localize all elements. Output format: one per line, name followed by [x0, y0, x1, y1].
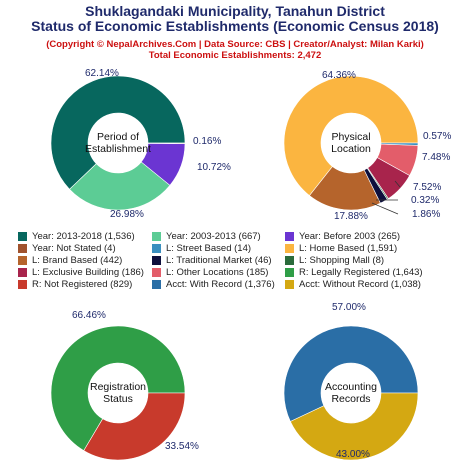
- legend-swatch: [285, 256, 294, 265]
- legend-label: R: Not Registered (829): [32, 279, 133, 290]
- percent-label: 7.48%: [422, 152, 450, 163]
- legend-swatch: [152, 256, 161, 265]
- donut-center-title: Location: [331, 143, 371, 155]
- legend-label: L: Shopping Mall (8): [299, 255, 385, 266]
- slice-accounting-1: [289, 392, 419, 461]
- legend-swatch: [18, 244, 27, 253]
- percent-label: 64.36%: [322, 70, 356, 81]
- slice-registration-1: [83, 392, 186, 461]
- percent-label: 17.88%: [334, 211, 368, 222]
- legend-label: L: Traditional Market (46): [166, 255, 272, 266]
- legend-label: Year: Before 2003 (265): [299, 231, 401, 242]
- legend-item: Acct: With Record (1,376): [152, 279, 275, 290]
- total-establishments: Total Economic Establishments: 2,472: [148, 50, 322, 61]
- legend-item: Year: Before 2003 (265): [285, 231, 400, 242]
- legend-item: Year: 2013-2018 (1,536): [18, 231, 135, 242]
- legend-label: L: Home Based (1,591): [299, 243, 398, 254]
- page-title: Shuklagandaki Municipality, Tanahun Dist…: [85, 3, 385, 19]
- slice-location-6: [380, 142, 419, 146]
- legend-item: Year: Not Stated (4): [18, 243, 116, 254]
- leader-line: [371, 202, 399, 215]
- percent-label: 10.72%: [197, 162, 231, 173]
- percent-label: 26.98%: [110, 209, 144, 220]
- legend-swatch: [152, 232, 161, 241]
- legend-label: Year: Not Stated (4): [32, 243, 116, 254]
- donut-hole: [88, 363, 148, 423]
- legend-item: R: Not Registered (829): [18, 279, 132, 290]
- donut-center-title: Establishment: [85, 143, 151, 155]
- legend-item: R: Legally Registered (1,643): [285, 267, 423, 278]
- legend-item: L: Street Based (14): [152, 243, 251, 254]
- percent-label: 62.14%: [85, 68, 119, 79]
- slice-location-0: [283, 75, 419, 197]
- legend-item: L: Brand Based (442): [18, 255, 122, 266]
- donut-center-title: Records: [331, 393, 370, 405]
- legend-label: Year: 2013-2018 (1,536): [32, 231, 135, 242]
- slice-registration-0: [50, 325, 186, 452]
- legend-item: L: Home Based (1,591): [285, 243, 397, 254]
- legend-item: L: Other Locations (185): [152, 267, 268, 278]
- donut-center-title: Physical: [331, 131, 370, 143]
- legend-item: Acct: Without Record (1,038): [285, 279, 421, 290]
- slice-period-0: [50, 75, 186, 190]
- copyright-note: (Copyright © NepalArchives.Com | Data So…: [46, 39, 424, 50]
- donut-center-title: Registration: [90, 381, 146, 393]
- slice-period-3: [147, 142, 186, 144]
- legend-swatch: [152, 268, 161, 277]
- legend-label: Year: 2003-2013 (667): [166, 231, 261, 242]
- legend-swatch: [18, 268, 27, 277]
- percent-label: 33.54%: [165, 441, 199, 452]
- slice-period-1: [69, 161, 171, 211]
- donut-hole: [321, 363, 381, 423]
- percent-label: 7.52%: [413, 182, 441, 193]
- percent-label: 0.16%: [193, 136, 221, 147]
- donut-center-title: Period of: [97, 131, 139, 143]
- legend-swatch: [285, 268, 294, 277]
- page-subtitle: Status of Economic Establishments (Econo…: [31, 18, 439, 34]
- legend-label: L: Exclusive Building (186): [32, 267, 144, 278]
- legend-swatch: [18, 232, 27, 241]
- legend-label: Acct: With Record (1,376): [166, 279, 275, 290]
- legend-label: Acct: Without Record (1,038): [299, 279, 421, 290]
- legend-swatch: [285, 232, 294, 241]
- donut-center-title: Accounting: [325, 381, 377, 393]
- legend-item: L: Shopping Mall (8): [285, 255, 384, 266]
- leader-line: [394, 180, 401, 188]
- donut-hole: [321, 113, 381, 173]
- legend-swatch: [18, 256, 27, 265]
- legend-label: L: Other Locations (185): [166, 267, 269, 278]
- legend-swatch: [152, 280, 161, 289]
- legend-item: Year: 2003-2013 (667): [152, 231, 261, 242]
- slice-accounting-0: [283, 325, 419, 422]
- percent-label: 1.86%: [412, 209, 440, 220]
- percent-label: 43.00%: [336, 449, 370, 460]
- legend-item: L: Traditional Market (46): [152, 255, 272, 266]
- legend-label: L: Brand Based (442): [32, 255, 123, 266]
- percent-label: 66.46%: [72, 310, 106, 321]
- donut-hole: [88, 113, 148, 173]
- legend-label: R: Legally Registered (1,643): [299, 267, 423, 278]
- legend-swatch: [285, 244, 294, 253]
- legend-item: L: Exclusive Building (186): [18, 267, 144, 278]
- percent-label: 0.57%: [423, 131, 451, 142]
- legend-swatch: [18, 280, 27, 289]
- legend-swatch: [285, 280, 294, 289]
- legend-label: L: Street Based (14): [166, 243, 252, 254]
- percent-label: 0.32%: [411, 195, 439, 206]
- legend-swatch: [152, 244, 161, 253]
- percent-label: 57.00%: [332, 302, 366, 313]
- donut-center-title: Status: [103, 393, 133, 405]
